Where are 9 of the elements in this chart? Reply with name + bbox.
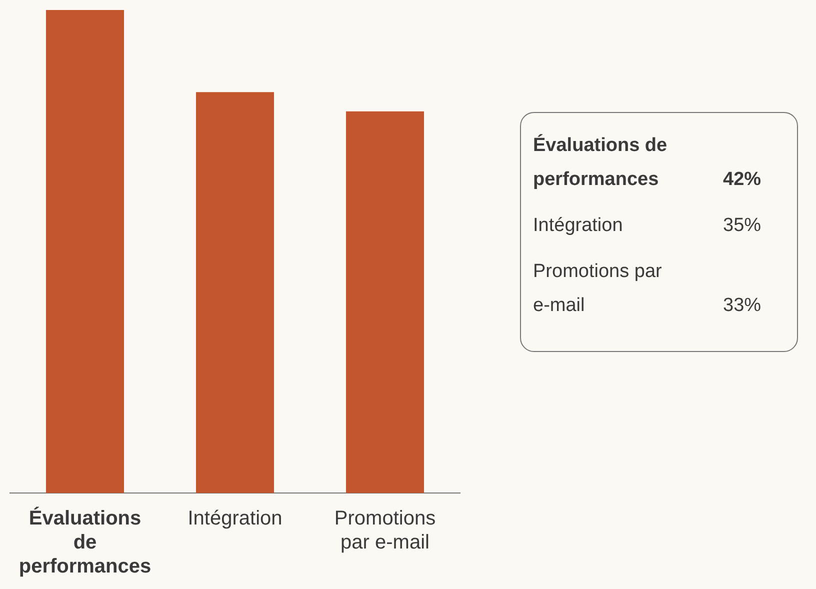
category-label: Évaluations de performances xyxy=(533,133,668,192)
data-label: 33% xyxy=(723,294,762,318)
data-label: 42% xyxy=(723,168,762,192)
category-label: Promotions par e-mail xyxy=(533,260,663,318)
data-label: 35% xyxy=(723,214,762,238)
x-tick-label: Promotions par e-mail xyxy=(334,508,436,554)
category-label: Intégration xyxy=(533,214,624,238)
x-tick-label: Intégration xyxy=(188,508,282,530)
x-tick-label: Évaluations de performances xyxy=(18,506,152,578)
